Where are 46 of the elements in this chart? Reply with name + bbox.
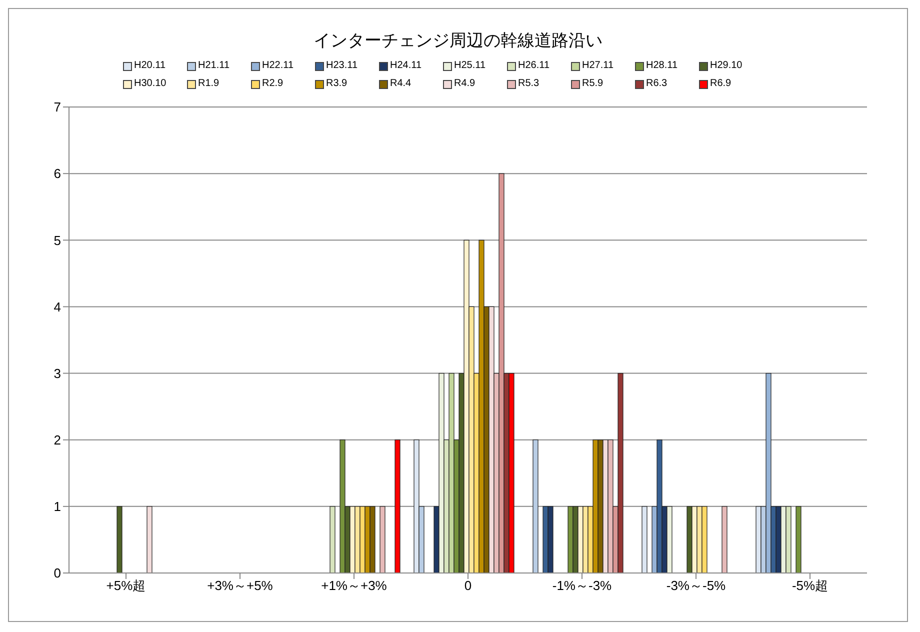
x-tick-label: +1%～+3% (321, 578, 388, 594)
legend-label: R5.9 (581, 77, 604, 91)
bar (330, 506, 336, 573)
legend-label: H29.10 (709, 59, 744, 73)
y-tick-label: 5 (54, 232, 61, 248)
legend-label: R4.9 (453, 77, 476, 91)
bar (116, 506, 122, 573)
bar (532, 440, 538, 573)
x-tick-label: -5%超 (792, 578, 828, 594)
legend-label: R5.3 (517, 77, 540, 91)
legend-label: R1.9 (197, 77, 220, 91)
bar (340, 440, 346, 573)
bar (380, 506, 386, 573)
x-tick-label: -1%～-3% (552, 578, 612, 594)
legend-label: H21.11 (197, 59, 231, 73)
legend-label: H22.11 (261, 59, 295, 73)
legend-label: H26.11 (517, 59, 551, 73)
y-tick-label: 3 (54, 366, 61, 381)
legend-label: H27.11 (581, 59, 615, 73)
bar (394, 440, 400, 573)
y-tick-label: 4 (54, 299, 61, 314)
bar (722, 506, 728, 573)
legend-label: R6.9 (709, 77, 732, 91)
y-tick-label: 0 (54, 566, 61, 581)
legend-label: H30.10 (133, 77, 168, 91)
x-tick-label: +5%超 (106, 578, 146, 594)
bar (146, 506, 152, 573)
chart-title: インターチェンジ周辺の幹線道路沿い (312, 30, 604, 52)
y-tick-label: 6 (54, 166, 61, 182)
y-tick-label: 2 (54, 432, 61, 448)
legend-label: H25.11 (453, 59, 487, 73)
bar (642, 506, 648, 573)
legend-label: R6.3 (645, 77, 668, 91)
legend-label: R3.9 (325, 77, 348, 91)
x-tick-label: 0 (464, 578, 472, 594)
legend-label: H24.11 (389, 59, 423, 73)
legend-label: R4.4 (389, 77, 412, 91)
legend-label: R2.9 (261, 77, 284, 91)
y-tick-label: 1 (54, 499, 61, 514)
x-tick-label: +3%～+5% (207, 578, 274, 594)
legend-label: H23.11 (325, 59, 359, 73)
y-tick-label: 7 (54, 100, 61, 115)
bar (796, 506, 802, 573)
legend-label: H28.11 (645, 59, 679, 73)
legend-label: H20.11 (133, 59, 167, 73)
x-tick-label: -3%～-5% (666, 578, 726, 594)
